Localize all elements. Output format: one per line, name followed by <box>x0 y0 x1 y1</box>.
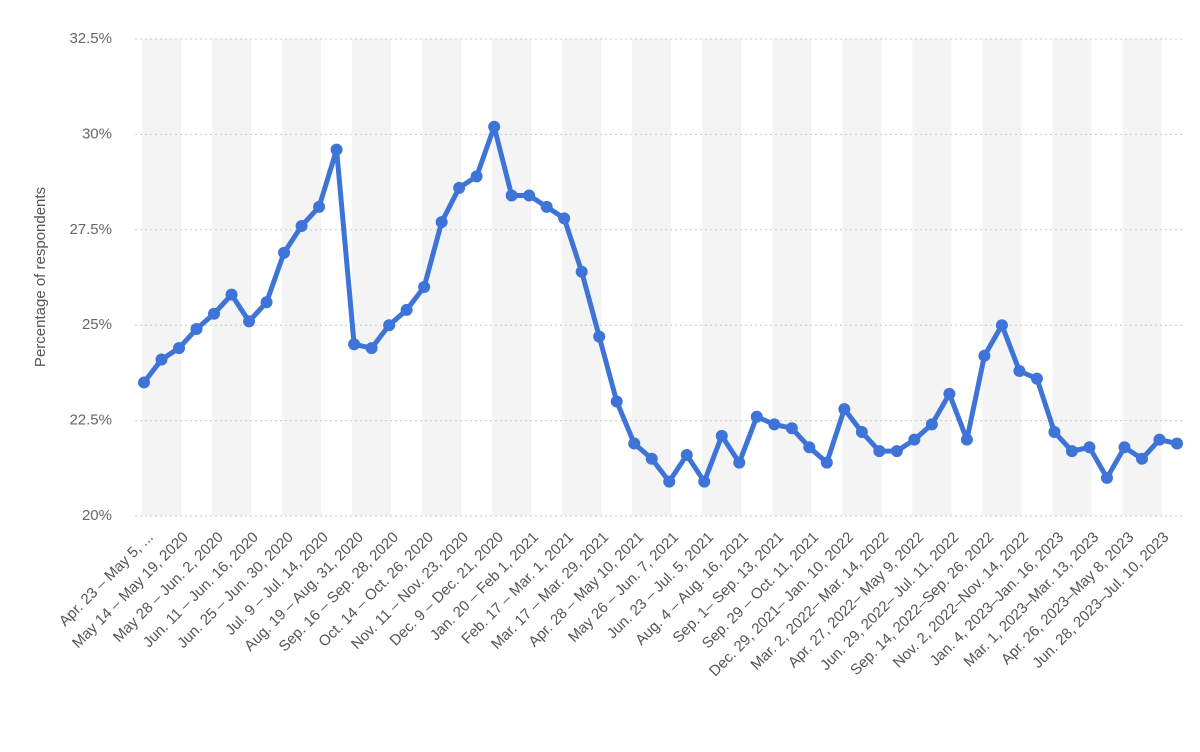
background-band <box>772 39 812 516</box>
point <box>418 281 431 294</box>
y-tick-label: 32.5% <box>69 30 112 47</box>
point <box>715 429 728 442</box>
point <box>908 433 921 446</box>
point <box>243 315 256 328</box>
background-band <box>212 39 252 516</box>
point <box>330 143 343 156</box>
background-band <box>352 39 392 516</box>
point <box>733 456 746 469</box>
background-band <box>982 39 1022 516</box>
point <box>628 437 641 450</box>
point <box>295 219 308 232</box>
point <box>313 200 326 213</box>
point <box>453 181 466 194</box>
point <box>540 200 553 213</box>
point <box>1118 441 1131 454</box>
point <box>1083 441 1096 454</box>
point <box>925 418 938 431</box>
point <box>1100 471 1113 484</box>
point <box>1065 445 1078 458</box>
point <box>978 349 991 362</box>
point <box>190 323 203 336</box>
point <box>173 342 186 355</box>
background-band <box>912 39 952 516</box>
y-tick-label: 30% <box>82 125 112 142</box>
point <box>558 212 571 225</box>
y-tick-label: 27.5% <box>69 221 112 238</box>
point <box>768 418 781 431</box>
background-band <box>492 39 532 516</box>
point <box>1048 426 1061 439</box>
point <box>943 387 956 400</box>
point <box>225 288 238 301</box>
point <box>1013 364 1026 377</box>
point <box>1171 437 1183 450</box>
point <box>960 433 973 446</box>
point <box>698 475 711 488</box>
point <box>505 189 518 202</box>
point <box>348 338 361 351</box>
point <box>1153 433 1166 446</box>
point <box>750 410 763 423</box>
point <box>855 426 868 439</box>
point <box>208 307 221 320</box>
point <box>1135 452 1148 465</box>
point <box>593 330 606 343</box>
point <box>663 475 676 488</box>
point <box>995 319 1008 332</box>
point <box>803 441 816 454</box>
point <box>820 456 833 469</box>
point <box>575 265 588 278</box>
background-band <box>632 39 672 516</box>
y-tick-label: 20% <box>82 507 112 524</box>
point <box>645 452 658 465</box>
background-band <box>142 39 182 516</box>
point <box>383 319 396 332</box>
point <box>488 120 501 133</box>
point <box>523 189 536 202</box>
point <box>365 342 378 355</box>
point <box>435 216 448 229</box>
point <box>470 170 483 183</box>
point <box>610 395 623 408</box>
y-axis-label: Percentage of respondents <box>32 187 49 367</box>
point <box>138 376 150 389</box>
background-band <box>282 39 322 516</box>
point <box>260 296 273 309</box>
point <box>838 403 851 416</box>
point <box>155 353 168 366</box>
y-tick-label: 22.5% <box>69 412 112 429</box>
point <box>400 303 413 316</box>
point <box>680 448 693 461</box>
y-tick-label: 25% <box>82 316 112 333</box>
point <box>1030 372 1043 385</box>
background-band <box>702 39 742 516</box>
point <box>278 246 291 259</box>
point <box>873 445 886 458</box>
point <box>890 445 903 458</box>
point <box>785 422 798 435</box>
